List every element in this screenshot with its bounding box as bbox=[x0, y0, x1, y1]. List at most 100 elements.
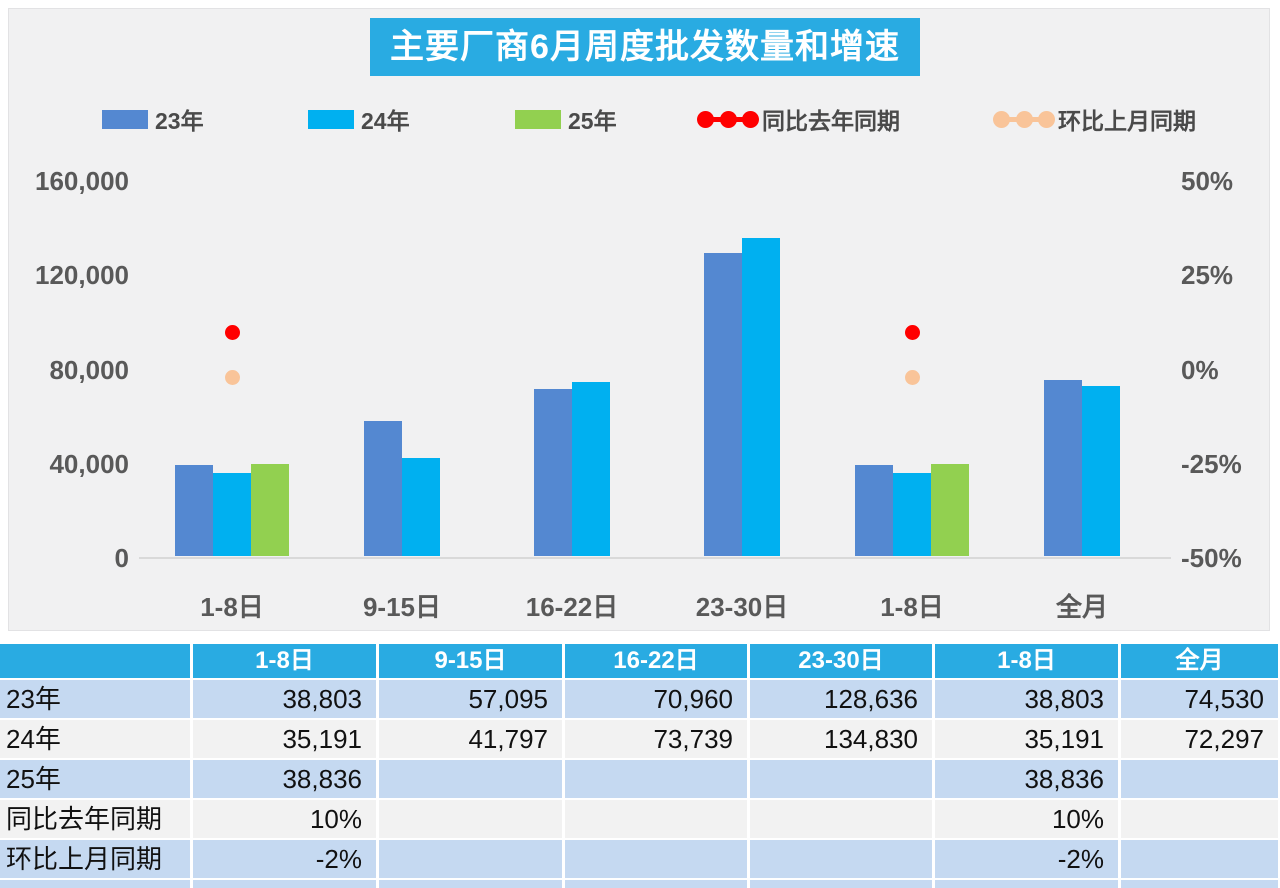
table-header-row: 1-8日 9-15日 16-22日 23-30日 1-8日 全月 bbox=[0, 644, 1280, 678]
x-axis-label: 1-8日 bbox=[880, 592, 944, 622]
table-cell bbox=[565, 800, 747, 838]
bar-23年 bbox=[1044, 380, 1082, 556]
table-header-cell: 16-22日 bbox=[565, 644, 747, 678]
table-cell bbox=[193, 880, 376, 888]
x-axis-line bbox=[139, 557, 1171, 559]
table-cell: 38,836 bbox=[193, 760, 376, 798]
bar-24年 bbox=[742, 238, 780, 556]
y-axis-left-tick: 80,000 bbox=[49, 354, 129, 385]
legend-label: 24年 bbox=[361, 108, 410, 134]
bar-group bbox=[855, 464, 969, 556]
bar-24年 bbox=[893, 473, 931, 556]
table-cell: 35,191 bbox=[935, 720, 1118, 758]
y-axis-right-tick: -25% bbox=[1181, 448, 1242, 479]
legend-swatch-icon bbox=[515, 109, 561, 129]
legend-dot bbox=[993, 110, 1010, 128]
bar-23年 bbox=[364, 421, 402, 556]
dot-环比上月同期 bbox=[225, 370, 240, 385]
table-row-label: 25年 bbox=[0, 760, 190, 798]
legend-dot-line-icon bbox=[993, 110, 1055, 128]
bar-24年 bbox=[402, 458, 440, 556]
table-cell: 38,836 bbox=[935, 760, 1118, 798]
table-row-label: 23年 bbox=[0, 680, 190, 718]
table-cell bbox=[1121, 840, 1278, 878]
table-cell bbox=[750, 800, 932, 838]
bar-24年 bbox=[213, 473, 251, 556]
x-axis-label: 1-8日 bbox=[200, 592, 264, 622]
table-row-label: 同比去年同期 bbox=[0, 800, 190, 838]
y-axis-left-tick: 40,000 bbox=[49, 448, 129, 479]
table-cell bbox=[379, 760, 562, 798]
table-cell bbox=[565, 880, 747, 888]
legend-label: 环比上月同期 bbox=[1058, 108, 1196, 134]
table-cell: 35,191 bbox=[193, 720, 376, 758]
y-axis-left-tick: 160,000 bbox=[35, 166, 129, 196]
table-cell: 57,095 bbox=[379, 680, 562, 718]
table-cell bbox=[1121, 760, 1278, 798]
bar-group bbox=[704, 238, 780, 556]
table-header-cell: 9-15日 bbox=[379, 644, 562, 678]
legend-item: 同比去年同期 bbox=[697, 106, 900, 134]
legend-dot-line-icon bbox=[697, 110, 759, 128]
table-cell: 41,797 bbox=[379, 720, 562, 758]
bar-24年 bbox=[1082, 386, 1120, 556]
table-cell: 38,803 bbox=[193, 680, 376, 718]
legend-dot bbox=[1016, 110, 1033, 128]
y-axis-left-tick: 120,000 bbox=[35, 260, 129, 291]
legend-dot bbox=[742, 110, 759, 128]
table-cell bbox=[379, 800, 562, 838]
table-cell bbox=[750, 760, 932, 798]
table-row-label: 24年 bbox=[0, 720, 190, 758]
legend-label: 25年 bbox=[568, 108, 617, 134]
bar-23年 bbox=[855, 465, 893, 556]
table-row: 25年 38,836 38,836 bbox=[0, 760, 1280, 798]
table-row: 23年 38,803 57,095 70,960 128,636 38,803 74,530 bbox=[0, 680, 1280, 718]
bar-23年 bbox=[704, 253, 742, 556]
table-row: 同比去年同期 10% 10% bbox=[0, 800, 1280, 838]
bar-group bbox=[175, 464, 289, 556]
bar-group bbox=[534, 382, 610, 556]
y-axis-right-tick: 25% bbox=[1181, 260, 1234, 291]
bar-25年 bbox=[251, 464, 289, 556]
chart-title: 主要厂商6月周度批发数量和增速 bbox=[370, 18, 920, 76]
table-cell bbox=[750, 840, 932, 878]
legend-swatch-icon bbox=[308, 109, 354, 129]
legend-item: 环比上月同期 bbox=[993, 106, 1196, 134]
table-cell bbox=[1121, 880, 1278, 888]
table-cell bbox=[379, 880, 562, 888]
bar-23年 bbox=[534, 389, 572, 556]
table-row: 24年 35,191 41,797 73,739 134,830 35,191 72,297 bbox=[0, 720, 1280, 758]
legend-item: 24年 bbox=[308, 106, 410, 134]
legend-label: 同比去年同期 bbox=[762, 108, 900, 134]
table-cell: 10% bbox=[193, 800, 376, 838]
table-header-cell: 23-30日 bbox=[750, 644, 932, 678]
bar-group bbox=[1044, 380, 1120, 556]
x-axis-label: 16-22日 bbox=[525, 592, 619, 622]
legend-swatch-icon bbox=[102, 109, 148, 129]
x-axis-label: 9-15日 bbox=[362, 592, 442, 622]
legend-dot bbox=[1038, 110, 1055, 128]
table-cell bbox=[0, 880, 190, 888]
x-axis-label: 全月 bbox=[1055, 592, 1108, 622]
bar-group bbox=[364, 421, 440, 556]
bar-23年 bbox=[175, 465, 213, 556]
dot-同比去年同期 bbox=[225, 325, 240, 340]
table-cell: 38,803 bbox=[935, 680, 1118, 718]
bar-25年 bbox=[931, 464, 969, 556]
table-cell bbox=[935, 880, 1118, 888]
table-cell: 70,960 bbox=[565, 680, 747, 718]
table-cell bbox=[565, 760, 747, 798]
table-cell bbox=[1121, 800, 1278, 838]
table-row-label: 环比上月同期 bbox=[0, 840, 190, 878]
table-header-cell bbox=[0, 644, 190, 678]
table-header-cell: 1-8日 bbox=[935, 644, 1118, 678]
x-axis-label: 23-30日 bbox=[695, 592, 789, 622]
bar-24年 bbox=[572, 382, 610, 556]
dot-同比去年同期 bbox=[905, 325, 920, 340]
y-axis-right-tick: -50% bbox=[1181, 543, 1242, 573]
table-cell: 73,739 bbox=[565, 720, 747, 758]
table-cell bbox=[379, 840, 562, 878]
table-cell: -2% bbox=[935, 840, 1118, 878]
table-row: 环比上月同期 -2% -2% bbox=[0, 840, 1280, 878]
